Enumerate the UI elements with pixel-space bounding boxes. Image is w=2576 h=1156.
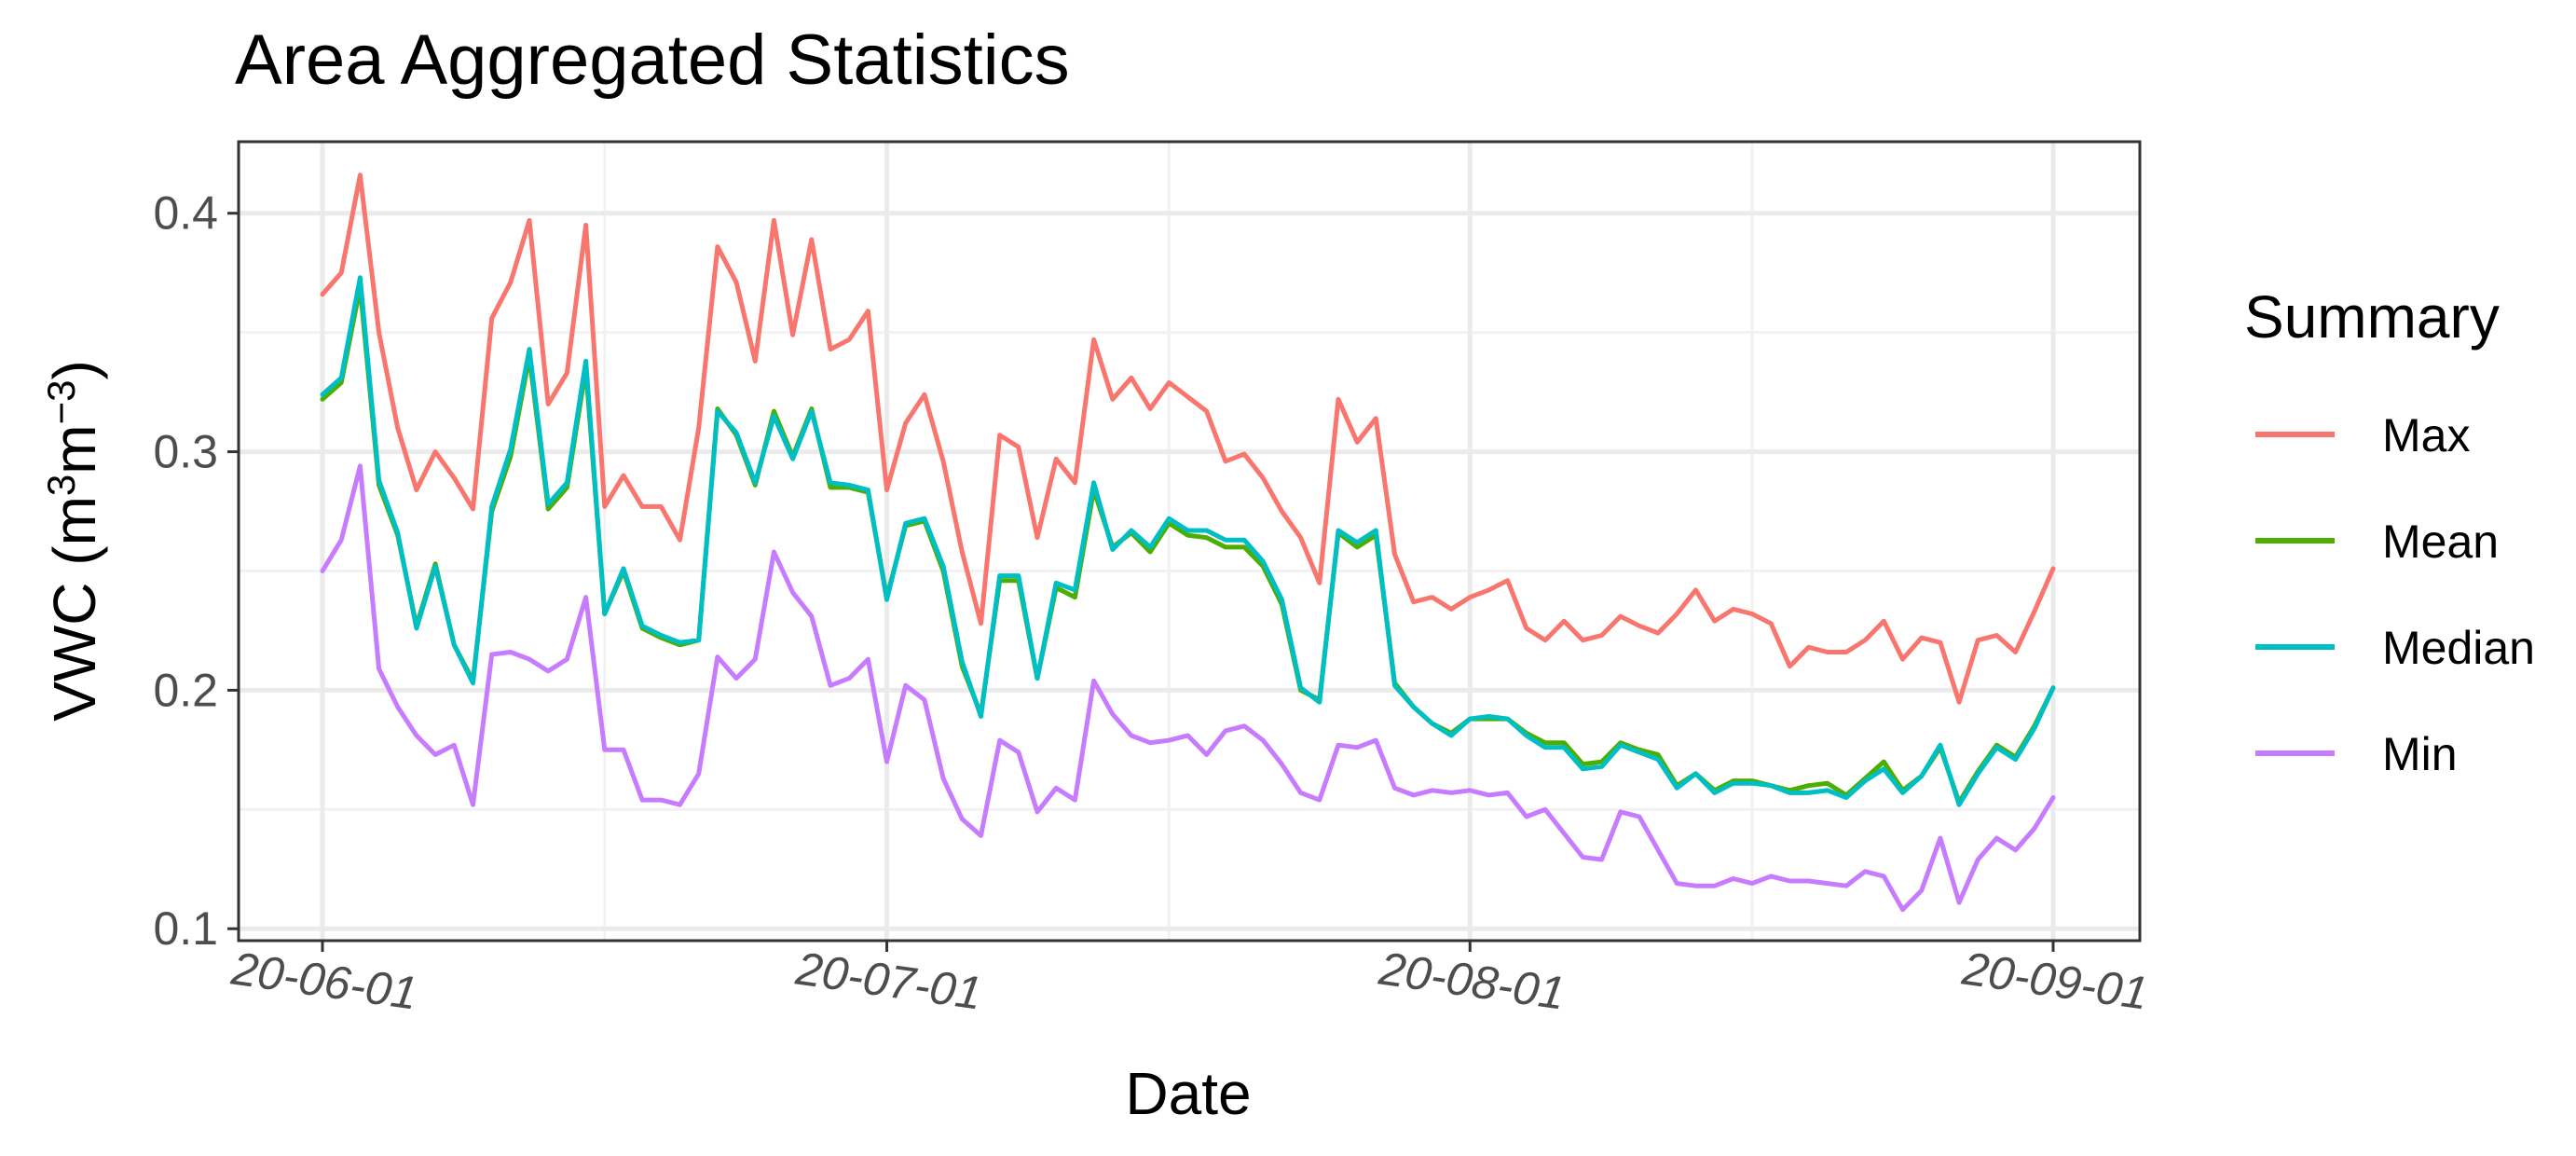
y-axis: 0.1 0.2 0.3 0.4 [153, 187, 239, 955]
plot-background [239, 142, 2140, 941]
series-line-median [320, 275, 2056, 807]
legend-label-median: Median [2382, 622, 2535, 674]
legend-label-mean: Mean [2382, 516, 2499, 568]
major-gridlines [239, 142, 2140, 941]
y-axis-title-sup2: −3 [39, 380, 83, 425]
y-axis-title-sup1: 3 [39, 475, 83, 496]
y-tick-label: 0.3 [153, 426, 218, 478]
legend-title: Summary [2244, 283, 2500, 351]
legend: Summary Max Mean Median Min [2244, 283, 2535, 780]
y-tick-label: 0.1 [153, 902, 218, 955]
plot-border [237, 140, 2142, 943]
x-axis: 20-06-01 20-07-01 20-08-01 20-09-01 [227, 941, 2151, 1020]
x-tick-label: 20-08-01 [1376, 942, 1569, 1019]
series-line-max [320, 172, 2056, 705]
series-lines [320, 172, 2056, 913]
y-tick-label: 0.4 [153, 187, 218, 240]
minor-gridlines [239, 142, 2140, 941]
x-tick-label: 20-07-01 [792, 942, 985, 1019]
y-axis-title-mid: m [41, 424, 108, 474]
series-line-min [320, 463, 2056, 913]
legend-label-min: Min [2382, 728, 2458, 780]
y-tick-label: 0.2 [153, 664, 218, 716]
y-axis-title: VWC (m3m−3) [39, 360, 108, 722]
y-axis-title-close: ) [41, 360, 108, 379]
x-tick-label: 20-06-01 [227, 942, 420, 1019]
legend-label-max: Max [2382, 409, 2470, 461]
y-axis-title-main: VWC (m [41, 496, 108, 722]
x-tick-label: 20-09-01 [1958, 942, 2151, 1019]
chart-title: Area Aggregated Statistics [235, 21, 1070, 100]
x-axis-title: Date [1125, 1060, 1251, 1127]
plot-area [237, 140, 2142, 943]
